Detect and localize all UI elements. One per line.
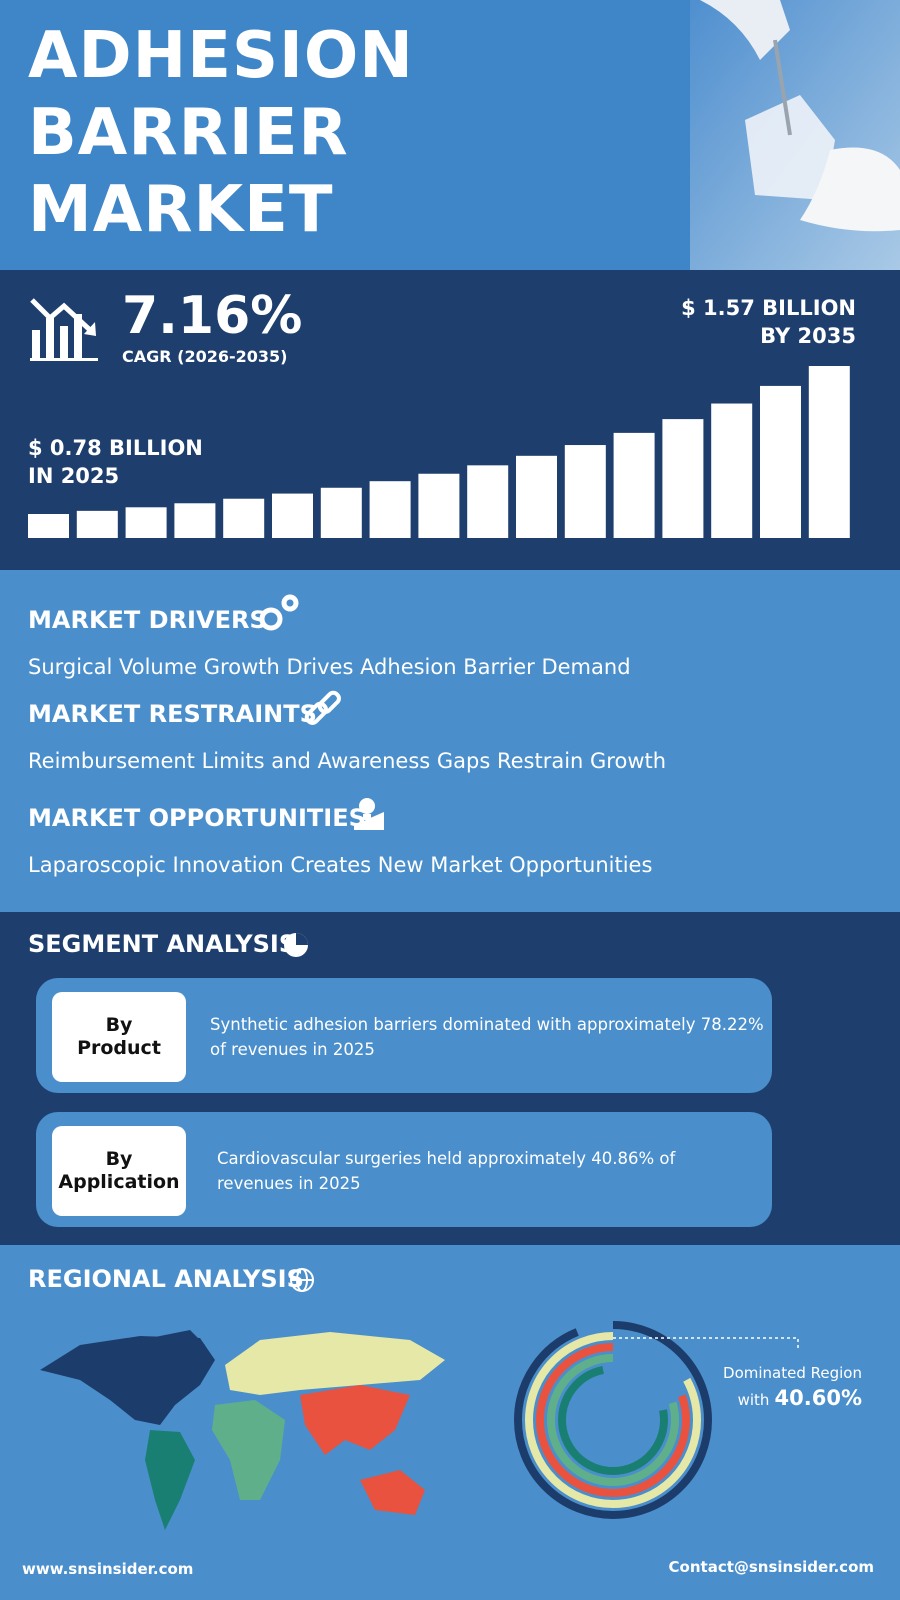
start-year: IN 2025 xyxy=(28,464,120,488)
growth-bar xyxy=(662,419,704,538)
photo-glove xyxy=(800,147,900,232)
opportunities-text: Laparoscopic Innovation Creates New Mark… xyxy=(28,853,653,877)
pointer xyxy=(613,1337,799,1350)
growth-bar xyxy=(516,455,557,538)
world-map xyxy=(40,1330,445,1530)
title: ADHESION BARRIER MARKET xyxy=(28,18,414,249)
drivers-text: Surgical Volume Growth Drives Adhesion B… xyxy=(28,655,631,679)
growth-bar xyxy=(125,507,167,538)
growth-bar xyxy=(174,503,216,538)
segment-label-line: Product xyxy=(77,1037,161,1059)
segment-heading: SEGMENT ANALYSIS xyxy=(28,930,297,958)
regional-share-line: with 40.60% xyxy=(738,1386,862,1410)
growth-bar xyxy=(76,510,118,538)
segment-text: Synthetic adhesion barriers dominated wi… xyxy=(210,1015,764,1059)
growth-bar xyxy=(223,498,265,538)
title-line: BARRIER xyxy=(28,96,349,170)
cagr: 7.16% xyxy=(122,286,303,346)
pie-icon xyxy=(284,933,308,957)
segment-label-box xyxy=(52,1126,186,1216)
contact[interactable]: Contact@snsinsider.com xyxy=(668,1558,874,1576)
chain-icon xyxy=(304,690,341,725)
restraints-heading: MARKET RESTRAINTS xyxy=(28,700,317,728)
segment-label: By Product xyxy=(52,1014,186,1060)
segment-label-line: By xyxy=(105,1148,133,1170)
growth-bar xyxy=(418,473,460,538)
photo-membrane xyxy=(745,95,835,200)
end-value: $ 1.57 BILLION xyxy=(681,296,856,320)
share: 40.60% xyxy=(774,1386,862,1410)
drivers-heading: MARKET DRIVERS xyxy=(28,606,267,634)
restraints-text: Reimbursement Limits and Awareness Gaps … xyxy=(28,749,667,773)
globe-icon xyxy=(290,1268,314,1292)
growth-bar xyxy=(711,403,753,538)
segment-label-box xyxy=(52,992,186,1082)
segment-card xyxy=(36,1112,772,1227)
cagr-period: CAGR (2026-2035) xyxy=(122,347,288,366)
segment-label: By Application xyxy=(52,1148,186,1194)
growth-bar xyxy=(369,481,411,538)
segment-label-line: By xyxy=(105,1014,133,1036)
growth-bar xyxy=(613,432,655,538)
growth-bar xyxy=(467,465,509,538)
segment-label-line: Application xyxy=(58,1171,180,1193)
ring-chart xyxy=(514,1321,712,1519)
end-year: BY 2035 xyxy=(760,324,856,348)
website[interactable]: www.snsinsider.com xyxy=(22,1560,194,1578)
photo-glove xyxy=(700,0,790,60)
growth-bar xyxy=(564,445,606,538)
regional-heading: REGIONAL ANALYSIS xyxy=(28,1265,304,1293)
chart-icon xyxy=(30,298,98,361)
regional-note: Dominated Region xyxy=(723,1364,862,1382)
gear-icon xyxy=(259,594,299,631)
growth-bar xyxy=(808,366,850,538)
market-band xyxy=(0,570,900,912)
opportunities-heading: MARKET OPPORTUNITIES xyxy=(28,804,366,832)
segment-text: Cardiovascular surgeries held approximat… xyxy=(217,1149,676,1193)
growth-bar xyxy=(272,493,313,538)
start-value: $ 0.78 BILLION xyxy=(28,436,203,460)
segment-card xyxy=(36,978,772,1093)
bulb-icon xyxy=(354,798,384,830)
growth-bar xyxy=(760,385,801,538)
share-prefix: with xyxy=(737,1391,770,1409)
growth-bar xyxy=(28,514,69,538)
title-line: ADHESION xyxy=(28,19,414,93)
title-line: MARKET xyxy=(28,173,334,247)
growth-bar xyxy=(320,487,362,538)
growth-bars xyxy=(28,366,850,538)
photo-forceps xyxy=(773,39,792,136)
